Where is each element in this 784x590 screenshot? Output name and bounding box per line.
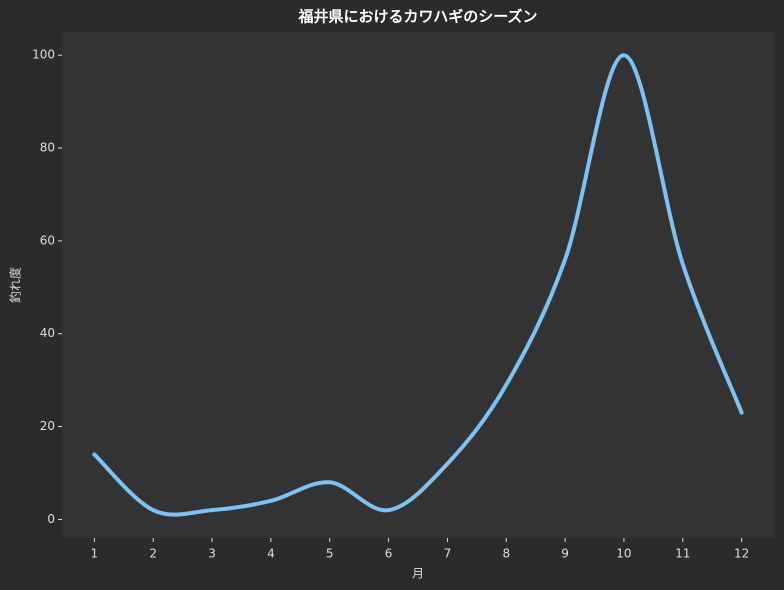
y-tick-label: 100 xyxy=(32,48,55,62)
x-tick-label: 12 xyxy=(734,547,749,561)
x-tick-label: 1 xyxy=(91,547,99,561)
x-tick-label: 7 xyxy=(444,547,452,561)
x-axis-label: 月 xyxy=(412,567,424,581)
y-tick-label: 80 xyxy=(40,141,55,155)
x-tick-label: 2 xyxy=(149,547,157,561)
x-tick-label: 9 xyxy=(561,547,569,561)
y-axis-label: 釣れ度 xyxy=(8,267,23,303)
chart-title: 福井県におけるカワハギのシーズン xyxy=(297,8,537,26)
x-tick-label: 6 xyxy=(385,547,393,561)
y-tick-label: 20 xyxy=(40,419,55,433)
y-tick-label: 60 xyxy=(40,233,55,247)
x-tick-label: 4 xyxy=(267,547,275,561)
plot-area xyxy=(62,32,774,538)
y-tick-label: 0 xyxy=(47,512,55,526)
x-tick-label: 8 xyxy=(502,547,510,561)
x-tick-label: 5 xyxy=(326,547,334,561)
x-tick-label: 11 xyxy=(675,547,690,561)
y-tick-label: 40 xyxy=(40,326,55,340)
data-line xyxy=(92,53,744,517)
x-tick-label: 10 xyxy=(616,547,631,561)
x-tick-label: 3 xyxy=(208,547,216,561)
